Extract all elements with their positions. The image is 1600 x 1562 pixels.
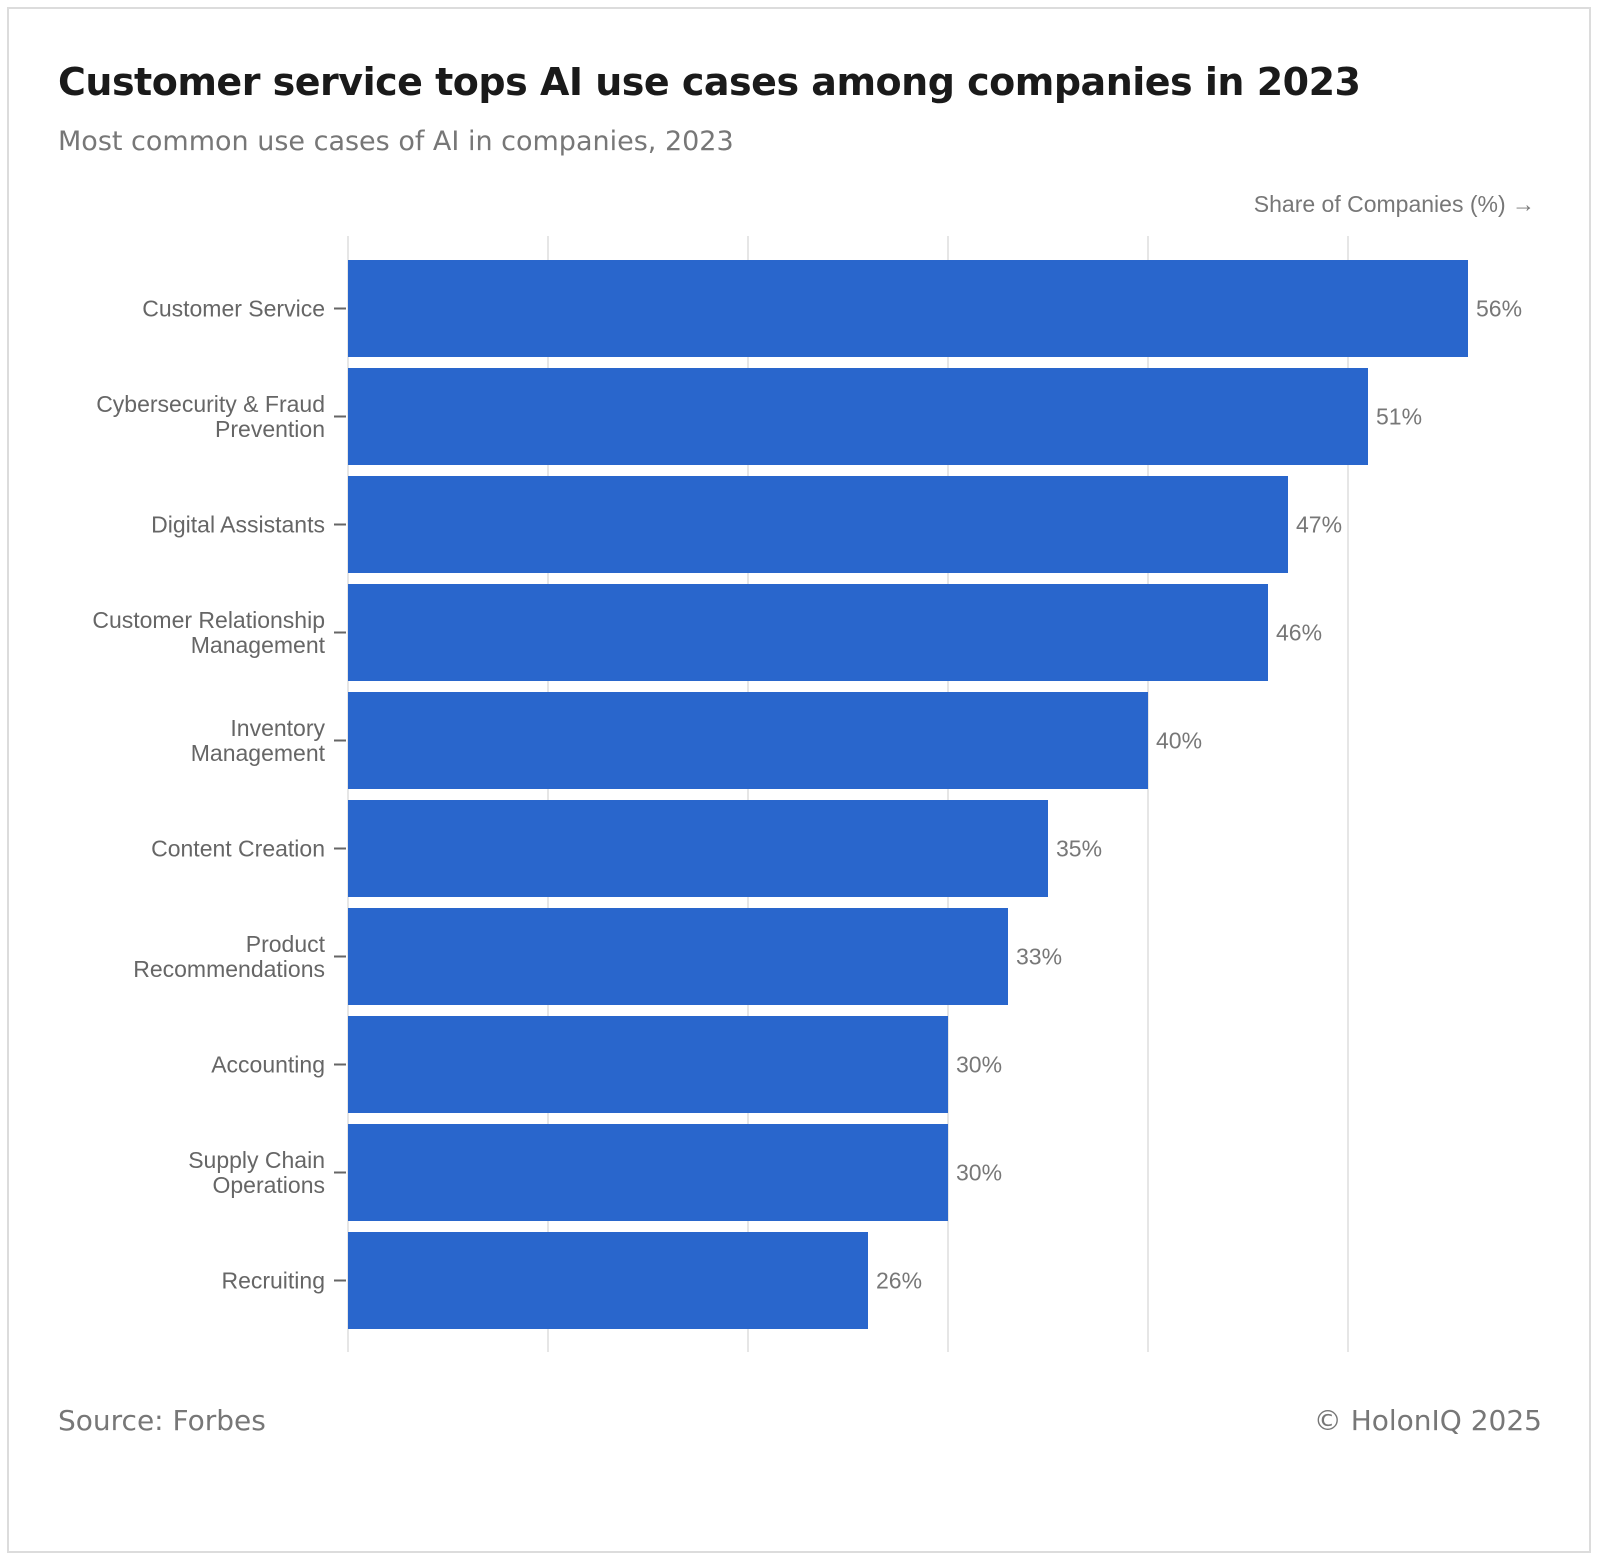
category-label-8: Supply Chain Operations: [188, 1147, 325, 1198]
bar-2: [348, 476, 1288, 573]
category-label-line: Content Creation: [151, 836, 325, 862]
bar-8: [348, 1124, 948, 1221]
category-label-line: Customer Service: [142, 296, 325, 322]
category-label-line: Accounting: [211, 1052, 325, 1078]
bars: [348, 260, 1468, 1329]
category-label-7: Accounting: [211, 1052, 325, 1078]
category-label-line: Digital Assistants: [151, 512, 325, 538]
category-label-line: Prevention: [215, 416, 325, 442]
category-label-line: Management: [191, 632, 326, 658]
category-label-line: Inventory: [230, 715, 325, 741]
category-label-line: Operations: [212, 1172, 325, 1198]
copyright-note: © HolonIQ 2025: [1313, 1404, 1542, 1437]
bar-4: [348, 692, 1148, 789]
category-label-9: Recruiting: [221, 1268, 325, 1294]
category-label-2: Digital Assistants: [151, 512, 325, 538]
category-label-line: Recommendations: [133, 956, 325, 982]
value-label-7: 30%: [956, 1052, 1002, 1078]
chart-subtitle: Most common use cases of AI in companies…: [58, 126, 734, 157]
value-label-9: 26%: [876, 1268, 922, 1294]
bar-5: [348, 800, 1048, 897]
value-label-5: 35%: [1056, 836, 1102, 862]
category-labels: Customer Service Cybersecurity & Fraud Pre…: [92, 296, 346, 1294]
bar-9: [348, 1232, 868, 1329]
source-note: Source: Forbes: [58, 1404, 266, 1437]
value-label-6: 33%: [1016, 944, 1062, 970]
value-label-3: 46%: [1276, 620, 1322, 646]
value-labels: 56% 51% 47% 46% 40% 35% 33% 30% 30% 26%: [876, 296, 1522, 1294]
bar-3: [348, 584, 1268, 681]
category-label-line: Recruiting: [221, 1268, 325, 1294]
bar-0: [348, 260, 1468, 357]
value-label-2: 47%: [1296, 512, 1342, 538]
bar-6: [348, 908, 1008, 1005]
bar-1: [348, 368, 1368, 465]
x-axis-title: Share of Companies (%) →: [1254, 191, 1535, 217]
value-label-4: 40%: [1156, 728, 1202, 754]
category-label-4: Inventory Management: [191, 715, 326, 766]
category-label-line: Supply Chain: [188, 1147, 325, 1173]
category-label-line: Cybersecurity & Fraud: [96, 391, 325, 417]
category-label-6: Product Recommendations: [133, 931, 325, 982]
value-label-1: 51%: [1376, 404, 1422, 430]
category-label-line: Customer Relationship: [92, 607, 325, 633]
value-label-8: 30%: [956, 1160, 1002, 1186]
bar-7: [348, 1016, 948, 1113]
category-label-0: Customer Service: [142, 296, 325, 322]
value-label-0: 56%: [1476, 296, 1522, 322]
chart-title: Customer service tops AI use cases among…: [58, 60, 1361, 104]
category-label-line: Management: [191, 740, 326, 766]
category-label-line: Product: [246, 931, 326, 957]
category-label-1: Cybersecurity & Fraud Prevention: [96, 391, 325, 442]
category-label-5: Content Creation: [151, 836, 325, 862]
category-label-3: Customer Relationship Management: [92, 607, 325, 658]
